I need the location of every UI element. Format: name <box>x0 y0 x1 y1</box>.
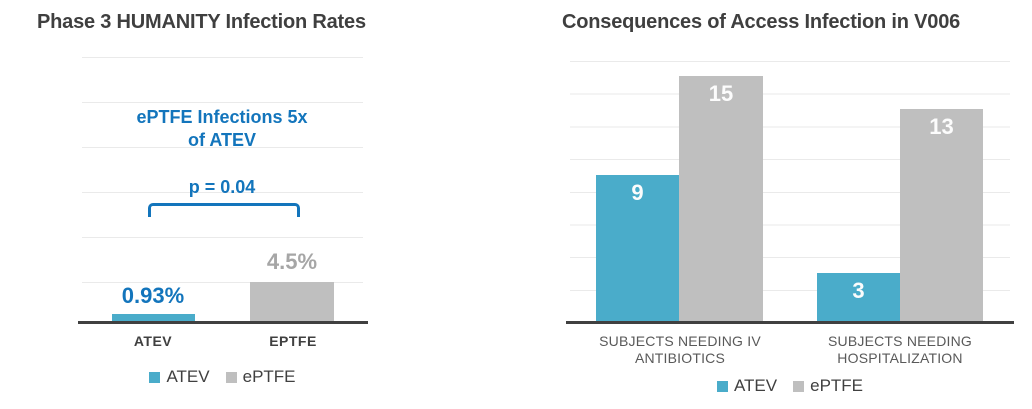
legend-color-swatch-eptfe <box>793 380 805 392</box>
category-hosp-line-2: HOSPITALIZATION <box>837 350 963 366</box>
legend-color-swatch-atev <box>716 380 728 392</box>
legend-item-eptfe: ePTFE <box>793 376 863 396</box>
p-value-label: p = 0.04 <box>188 177 256 197</box>
bar-atev-iv-antibiotics: 9 <box>596 174 679 322</box>
significance-bracket <box>148 203 300 217</box>
category-iv-line-1: SUBJECTS NEEDING IV <box>599 333 761 349</box>
right-chart-title: Consequences of Access Infection in V006 <box>562 11 961 33</box>
category-label-eptfe: EPTFE <box>269 333 317 349</box>
legend-color-swatch-eptfe <box>225 371 237 383</box>
right-chart-legend: ATEV ePTFE <box>570 376 1010 396</box>
bar-value-label-eptfe-iv: 15 <box>708 81 734 107</box>
bar-atev-hospitalization: 3 <box>817 272 900 322</box>
value-label-atev: 0.93% <box>121 283 185 308</box>
legend-item-atev: ATEV <box>716 376 778 396</box>
category-hosp-line-1: SUBJECTS NEEDING <box>828 333 972 349</box>
bar-value-label-atev-hosp: 3 <box>852 277 865 303</box>
left-chart-gridlines <box>82 57 363 322</box>
legend-label-eptfe: ePTFE <box>242 367 296 386</box>
bar-eptfe-iv-antibiotics: 15 <box>679 76 763 322</box>
legend-color-swatch-atev <box>149 371 161 383</box>
category-iv-line-2: ANTIBIOTICS <box>634 350 726 366</box>
value-label-eptfe: 4.5% <box>266 249 318 274</box>
annotation-line-1: ePTFE Infections 5x <box>136 107 308 127</box>
annotation-line-2: of ATEV <box>188 130 256 150</box>
bar-value-label-eptfe-hosp: 13 <box>929 114 954 140</box>
bar-eptfe-infection-rate <box>250 282 334 322</box>
bar-eptfe-hospitalization: 13 <box>900 109 983 322</box>
legend-label-atev: ATEV <box>733 376 778 395</box>
left-chart-title: Phase 3 HUMANITY Infection Rates <box>37 11 366 33</box>
category-label-hospitalization: SUBJECTS NEEDING HOSPITALIZATION <box>789 333 1011 367</box>
annotation-eptfe-5x: ePTFE Infections 5x of ATEV <box>72 106 372 152</box>
right-x-axis-line <box>566 321 1014 324</box>
legend-item-eptfe: ePTFE <box>225 367 296 387</box>
legend-item-atev: ATEV <box>149 367 210 387</box>
legend-label-eptfe: ePTFE <box>810 376 864 395</box>
bar-atev-infection-rate <box>112 313 195 322</box>
left-chart-legend: ATEV ePTFE <box>82 367 363 387</box>
left-x-axis-line <box>78 321 368 324</box>
category-label-iv-antibiotics: SUBJECTS NEEDING IV ANTIBIOTICS <box>569 333 791 367</box>
legend-label-atev: ATEV <box>166 367 210 386</box>
bar-value-label-atev-iv: 9 <box>631 179 644 205</box>
category-label-atev: ATEV <box>133 333 173 349</box>
